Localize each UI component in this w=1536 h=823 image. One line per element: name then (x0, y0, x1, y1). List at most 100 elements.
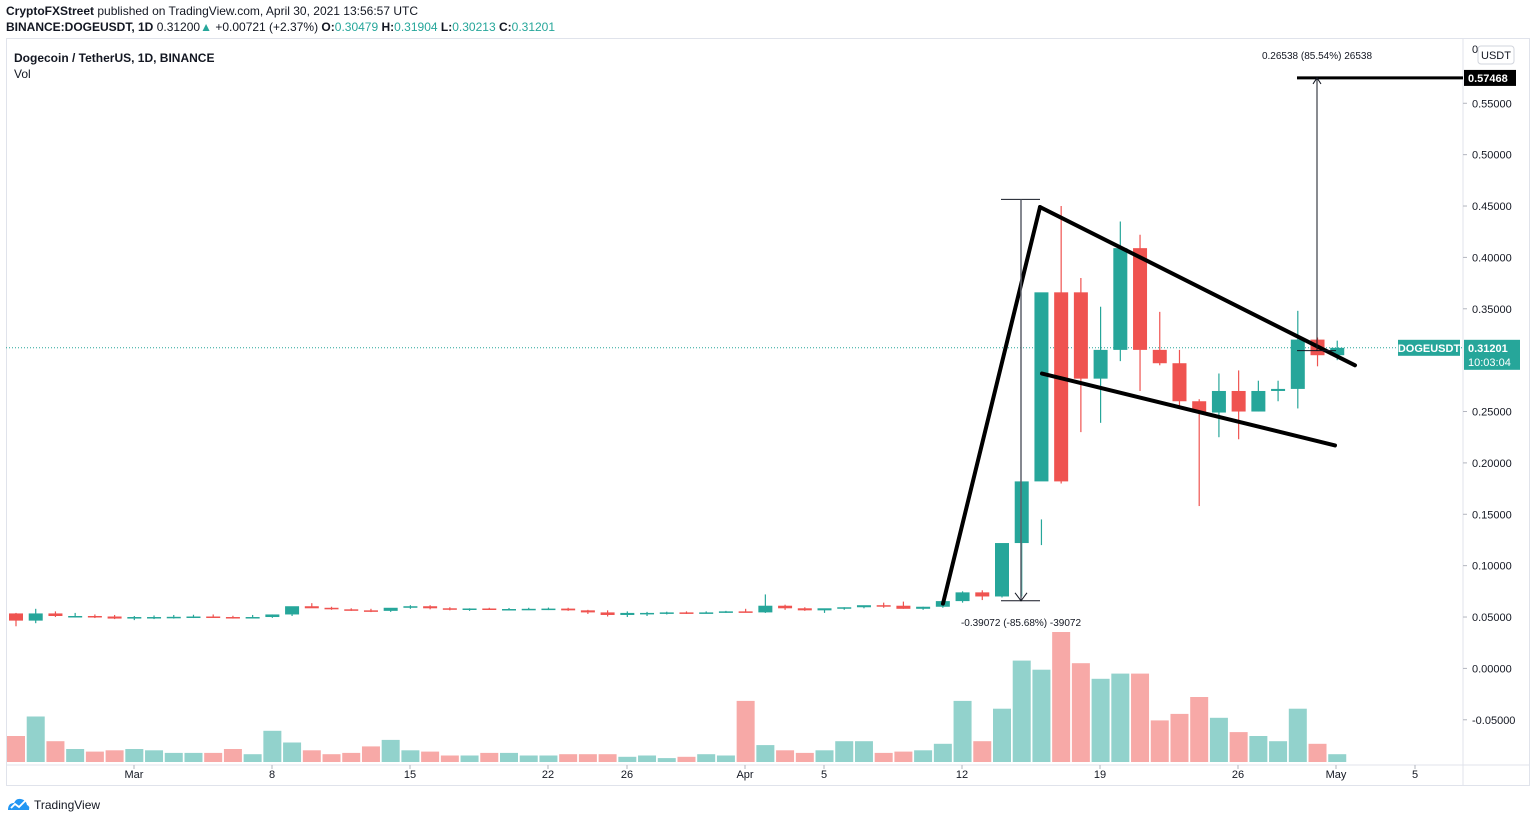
candle[interactable] (1054, 206, 1069, 484)
candle[interactable] (225, 615, 240, 619)
candle[interactable] (1251, 380, 1266, 412)
candle[interactable] (620, 611, 635, 618)
time-tick-label: 8 (269, 769, 275, 781)
volume-bar (105, 750, 124, 762)
volume-bar (500, 752, 518, 762)
candle[interactable] (896, 601, 911, 609)
candle[interactable] (28, 608, 43, 624)
measure-up-tool[interactable] (1297, 77, 1336, 352)
candle[interactable] (87, 614, 102, 619)
candle[interactable] (1152, 311, 1167, 366)
candle[interactable] (403, 605, 418, 609)
flag-lower-trendline[interactable] (1040, 371, 1337, 448)
candle[interactable] (1172, 349, 1187, 407)
volume-bar (480, 752, 499, 762)
svg-text:0.31201: 0.31201 (1468, 343, 1508, 355)
candle[interactable] (778, 604, 793, 610)
candle[interactable] (580, 609, 595, 614)
candle[interactable] (975, 590, 990, 601)
volume-bar (835, 741, 854, 762)
candle[interactable] (383, 607, 398, 612)
candle[interactable] (363, 608, 378, 613)
brand-text: TradingView (34, 798, 101, 812)
candle[interactable] (640, 611, 655, 616)
candle[interactable] (659, 611, 674, 615)
candle[interactable] (561, 607, 576, 611)
volume-bar (302, 750, 321, 762)
candle[interactable] (344, 608, 359, 611)
candle[interactable] (797, 607, 812, 611)
volume-bar (677, 756, 696, 762)
candle[interactable] (955, 591, 970, 603)
svg-text:USDT: USDT (1481, 50, 1511, 62)
symbol-price-badge: DOGEUSDT 0.31201 10:03:04 (1398, 339, 1520, 370)
candle[interactable] (48, 611, 63, 618)
volume-bar (559, 754, 578, 762)
volume-bar (1288, 708, 1307, 762)
candle[interactable] (541, 607, 556, 611)
candle[interactable] (1231, 370, 1246, 440)
candle[interactable] (738, 608, 753, 613)
candle[interactable] (1073, 277, 1088, 433)
candle[interactable] (462, 608, 477, 611)
legend-title: Dogecoin / TetherUS, 1D, BINANCE (14, 51, 215, 65)
candle[interactable] (718, 610, 733, 613)
volume-bar (7, 736, 25, 762)
candle[interactable] (699, 611, 714, 614)
candle[interactable] (206, 614, 221, 619)
candle[interactable] (245, 614, 260, 619)
candle[interactable] (1113, 221, 1128, 362)
candle[interactable] (107, 614, 122, 620)
candle[interactable] (482, 607, 497, 610)
candle[interactable] (68, 612, 83, 618)
candle[interactable] (1290, 310, 1305, 409)
candle[interactable] (324, 606, 339, 610)
candle[interactable] (679, 611, 694, 614)
flag-upper-trendline[interactable] (1038, 205, 1357, 368)
volume-bar (1328, 754, 1347, 762)
candle[interactable] (285, 606, 300, 616)
volume-bar (1111, 673, 1130, 762)
volume-bar (460, 755, 479, 762)
volume-bar (1209, 717, 1228, 762)
tradingview-brand[interactable]: TradingView (6, 797, 100, 813)
tradingview-logo-icon (8, 798, 30, 810)
candle[interactable] (817, 608, 832, 613)
candle[interactable] (916, 606, 931, 610)
volume-bar (894, 751, 913, 762)
price-tick-label: 0.50000 (1472, 150, 1512, 162)
candle[interactable] (166, 614, 181, 619)
candle[interactable] (1093, 306, 1108, 423)
flagpole-trendline[interactable] (941, 205, 1042, 606)
candle[interactable] (600, 610, 615, 617)
candle[interactable] (1211, 373, 1226, 438)
candle[interactable] (758, 594, 773, 613)
currency-button[interactable]: USDT (1477, 45, 1515, 65)
volume-bar (164, 752, 183, 762)
candle[interactable] (127, 615, 142, 621)
candle[interactable] (265, 614, 280, 618)
candle[interactable] (502, 607, 516, 611)
candle[interactable] (837, 607, 852, 610)
price-tick-label: 0.20000 (1472, 458, 1512, 470)
measure-down-tool[interactable] (1001, 198, 1040, 602)
candle[interactable] (521, 607, 536, 611)
candle[interactable] (1133, 234, 1148, 391)
legend-indicator-vol[interactable]: Vol (14, 67, 31, 81)
volume-bar (1249, 736, 1268, 762)
volume-bar (223, 749, 242, 762)
candle[interactable] (186, 614, 201, 619)
candle[interactable] (9, 612, 23, 627)
candle[interactable] (856, 605, 871, 609)
candle[interactable] (995, 543, 1009, 598)
volume-bar (1308, 743, 1327, 762)
candle[interactable] (423, 605, 438, 610)
candle[interactable] (442, 607, 457, 611)
candle[interactable] (1192, 399, 1207, 507)
candle[interactable] (1271, 380, 1286, 402)
candle[interactable] (147, 615, 162, 620)
candle[interactable] (304, 603, 319, 609)
candle[interactable] (876, 602, 891, 608)
candle[interactable] (1034, 292, 1049, 546)
